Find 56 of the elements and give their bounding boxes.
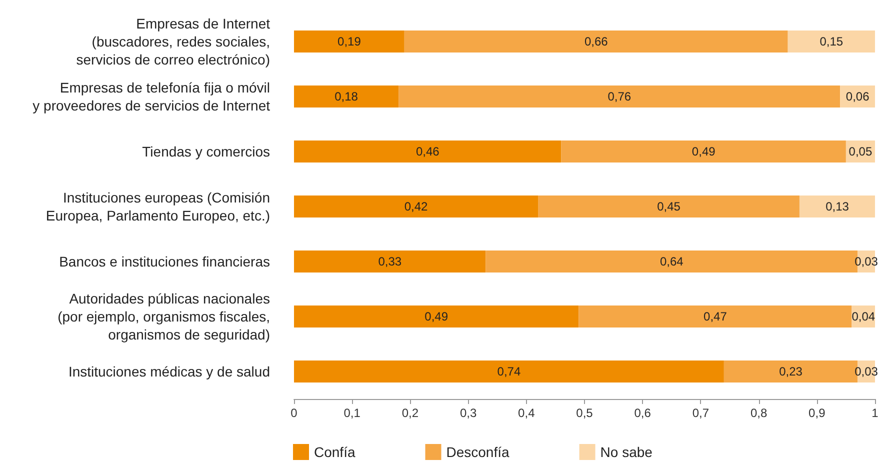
x-tick-label: 0,1 — [344, 406, 361, 420]
bar — [788, 30, 875, 52]
data-label: 0,66 — [584, 34, 608, 48]
data-label: 0,76 — [608, 90, 632, 104]
bar — [294, 360, 724, 382]
x-tick-label: 0,2 — [402, 406, 419, 420]
data-label: 0,64 — [660, 254, 684, 268]
x-tick-label: 0 — [290, 406, 298, 420]
x-tick-label: 0,8 — [750, 406, 768, 420]
data-label: 0,42 — [404, 200, 428, 214]
y-tick-label: Empresas de telefonía fija o móvil y proveedores de servicios de Internet — [32, 80, 270, 114]
y-tick-label: Instituciones europeas (Comisión Europea, Parlamento Europeo, etc.) — [46, 190, 270, 224]
y-tick-label: Bancos e instituciones financieras — [59, 254, 270, 270]
data-label: 0,49 — [424, 310, 448, 324]
bar — [578, 306, 852, 328]
bar — [404, 30, 788, 52]
data-label: 0,05 — [848, 144, 872, 158]
data-label: 0,13 — [826, 200, 850, 214]
bar — [799, 196, 875, 218]
y-tick-label: Tiendas y comercios — [142, 144, 270, 160]
y-tick-label: Empresas de Internet (buscadores, redes sociales, servicios de correo electrónico) — [76, 16, 270, 68]
data-label: 0,15 — [820, 34, 844, 48]
x-tick-label: 0,9 — [808, 406, 826, 420]
data-label: 0,04 — [852, 310, 876, 324]
legend-label: Confía — [314, 444, 356, 460]
bar — [538, 196, 800, 218]
bar — [294, 250, 486, 272]
data-label: 0,23 — [779, 364, 803, 378]
x-tick-label: 1 — [872, 406, 879, 420]
bar — [294, 30, 404, 52]
legend-label: Desconfía — [446, 444, 510, 460]
bar — [294, 140, 562, 162]
data-label: 0,19 — [338, 34, 362, 48]
x-tick-label: 0,3 — [460, 406, 477, 420]
data-label: 0,18 — [334, 90, 358, 104]
data-label: 0,03 — [854, 254, 878, 268]
data-label: 0,46 — [416, 144, 440, 158]
data-label: 0,45 — [657, 200, 681, 214]
legend-label: No sabe — [600, 444, 653, 460]
x-tick-label: 0,7 — [692, 406, 710, 420]
x-tick-label: 0,5 — [576, 406, 594, 420]
bar — [398, 86, 840, 108]
data-label: 0,74 — [497, 364, 521, 378]
data-label: 0,03 — [854, 364, 878, 378]
data-label: 0,49 — [692, 144, 716, 158]
bar — [294, 306, 579, 328]
bar — [294, 196, 538, 218]
y-tick-label: Instituciones médicas y de salud — [68, 364, 270, 380]
bar — [561, 140, 846, 162]
y-tick-label: Autoridades públicas nacionales (por ejemplo, organismos fiscales, organismos de seguridad) — [58, 290, 270, 342]
bar — [294, 86, 399, 108]
x-tick-label: 0,6 — [634, 406, 652, 420]
x-tick-label: 0,4 — [518, 406, 536, 420]
data-label: 0,06 — [846, 90, 870, 104]
data-label: 0,33 — [378, 254, 402, 268]
data-label: 0,47 — [704, 310, 728, 324]
